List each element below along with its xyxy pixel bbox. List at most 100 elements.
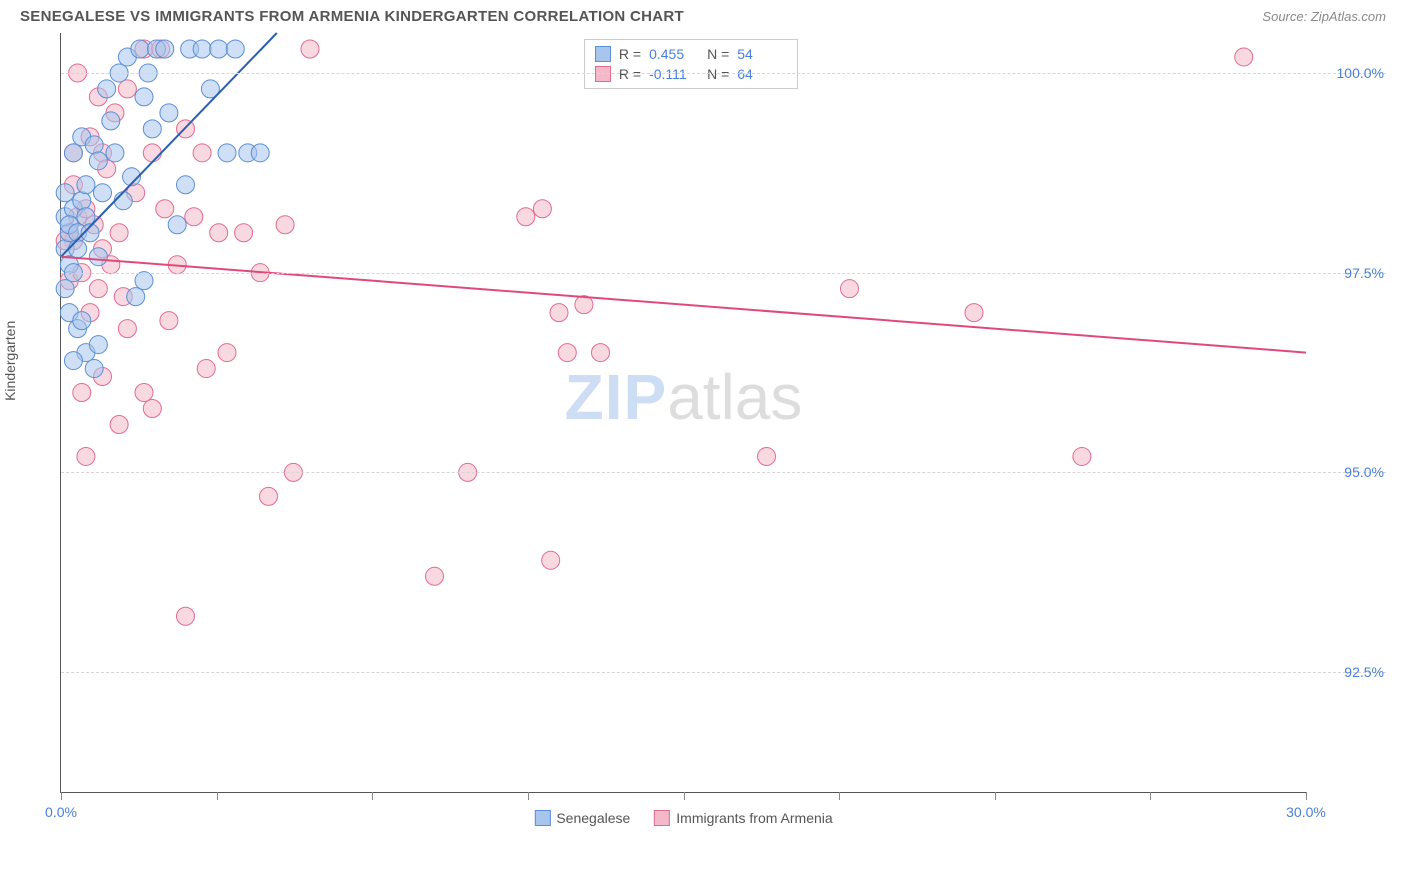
scatter-point	[301, 40, 319, 58]
scatter-point	[168, 216, 186, 234]
scatter-point	[533, 200, 551, 218]
scatter-point	[558, 344, 576, 362]
y-tick-label: 92.5%	[1344, 664, 1384, 680]
scatter-point	[135, 384, 153, 402]
y-axis-label: Kindergarten	[2, 321, 18, 401]
scatter-point	[965, 304, 983, 322]
swatch-senegalese	[595, 46, 611, 62]
scatter-point	[160, 312, 178, 330]
scatter-point	[426, 567, 444, 585]
scatter-point	[542, 551, 560, 569]
scatter-point	[592, 344, 610, 362]
y-tick-label: 97.5%	[1344, 265, 1384, 281]
scatter-point	[73, 192, 91, 210]
source-name: ZipAtlas.com	[1311, 9, 1386, 24]
legend-row-senegalese: R = 0.455 N = 54	[595, 44, 787, 64]
scatter-point	[185, 208, 203, 226]
scatter-point	[102, 112, 120, 130]
scatter-point	[251, 144, 269, 162]
scatter-point	[98, 80, 116, 98]
scatter-point	[89, 336, 107, 354]
scatter-point	[226, 40, 244, 58]
grid-line	[61, 472, 1386, 473]
scatter-point	[89, 248, 107, 266]
scatter-point	[1073, 447, 1091, 465]
scatter-point	[193, 144, 211, 162]
swatch-armenia-bottom	[654, 810, 670, 826]
scatter-point	[69, 240, 87, 258]
x-tick	[1306, 792, 1307, 800]
scatter-point	[841, 280, 859, 298]
source-attribution: Source: ZipAtlas.com	[1262, 9, 1386, 24]
plot-area: ZIPatlas R = 0.455 N = 54 R = -0.111 N =…	[60, 33, 1306, 793]
scatter-point	[94, 184, 112, 202]
scatter-point	[218, 144, 236, 162]
x-tick	[61, 792, 62, 800]
scatter-point	[156, 200, 174, 218]
scatter-point	[85, 136, 103, 154]
scatter-point	[218, 344, 236, 362]
x-tick	[839, 792, 840, 800]
scatter-point	[177, 176, 195, 194]
grid-line	[61, 73, 1386, 74]
scatter-point	[89, 280, 107, 298]
x-tick	[995, 792, 996, 800]
scatter-point	[276, 216, 294, 234]
scatter-point	[260, 487, 278, 505]
scatter-point	[56, 280, 74, 298]
scatter-point	[89, 152, 107, 170]
scatter-svg	[61, 33, 1306, 792]
legend-label-senegalese: Senegalese	[556, 810, 630, 826]
scatter-point	[177, 607, 195, 625]
scatter-point	[550, 304, 568, 322]
scatter-point	[73, 312, 91, 330]
scatter-point	[110, 415, 128, 433]
scatter-point	[127, 288, 145, 306]
r-value-senegalese: 0.455	[649, 46, 699, 62]
scatter-point	[135, 88, 153, 106]
swatch-senegalese-bottom	[534, 810, 550, 826]
scatter-point	[758, 447, 776, 465]
scatter-point	[135, 272, 153, 290]
scatter-point	[156, 40, 174, 58]
r-value-armenia: -0.111	[649, 66, 699, 82]
x-tick	[217, 792, 218, 800]
n-label: N =	[707, 46, 729, 62]
scatter-point	[114, 192, 132, 210]
scatter-point	[77, 447, 95, 465]
chart-container: Kindergarten ZIPatlas R = 0.455 N = 54 R…	[20, 33, 1386, 833]
scatter-point	[160, 104, 178, 122]
scatter-point	[118, 320, 136, 338]
scatter-point	[143, 400, 161, 418]
scatter-point	[235, 224, 253, 242]
legend-bottom: Senegalese Immigrants from Armenia	[534, 810, 832, 826]
x-tick	[372, 792, 373, 800]
grid-line	[61, 273, 1386, 274]
scatter-point	[85, 360, 103, 378]
scatter-point	[1235, 48, 1253, 66]
chart-title: SENEGALESE VS IMMIGRANTS FROM ARMENIA KI…	[20, 8, 684, 25]
legend-label-armenia: Immigrants from Armenia	[676, 810, 832, 826]
x-tick	[1150, 792, 1151, 800]
x-tick-label: 0.0%	[45, 804, 77, 820]
header: SENEGALESE VS IMMIGRANTS FROM ARMENIA KI…	[0, 0, 1406, 29]
y-tick-label: 95.0%	[1344, 464, 1384, 480]
scatter-point	[110, 224, 128, 242]
scatter-point	[64, 352, 82, 370]
scatter-point	[143, 144, 161, 162]
scatter-point	[77, 176, 95, 194]
scatter-point	[210, 224, 228, 242]
grid-line	[61, 672, 1386, 673]
trend-line	[61, 257, 1306, 353]
legend-item-armenia: Immigrants from Armenia	[654, 810, 832, 826]
x-tick-label: 30.0%	[1286, 804, 1326, 820]
r-label: R =	[619, 66, 641, 82]
swatch-armenia	[595, 66, 611, 82]
scatter-point	[64, 144, 82, 162]
legend-item-senegalese: Senegalese	[534, 810, 630, 826]
r-label: R =	[619, 46, 641, 62]
scatter-point	[193, 40, 211, 58]
n-value-armenia: 64	[737, 66, 787, 82]
x-tick	[684, 792, 685, 800]
y-tick-label: 100.0%	[1337, 65, 1384, 81]
